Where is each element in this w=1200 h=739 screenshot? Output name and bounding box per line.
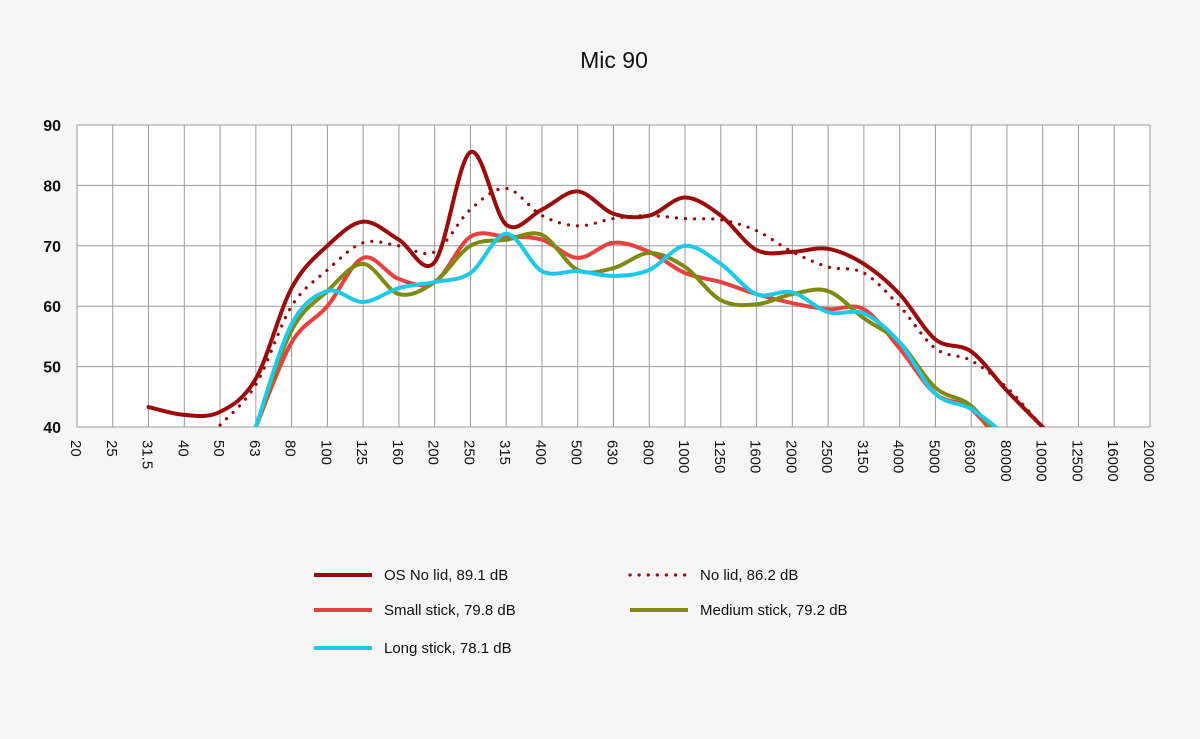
x-tick-label: 10000 [1033, 440, 1050, 482]
y-tick-label: 60 [43, 299, 61, 316]
legend-swatch [314, 646, 372, 650]
series-line-4 [253, 231, 999, 427]
x-tick-label: 200 [425, 440, 442, 465]
x-tick-label: 20000 [1140, 440, 1157, 482]
legend-item: Long stick, 78.1 dB [312, 638, 512, 658]
series-line-0 [146, 150, 1045, 427]
y-tick-label: 40 [43, 420, 61, 437]
y-tick-label: 80 [43, 178, 61, 195]
x-tick-label: 5000 [925, 440, 942, 473]
x-tick-label: 100 [317, 440, 334, 465]
x-tick-label: 3150 [854, 440, 871, 473]
x-tick-label: 80000 [997, 440, 1014, 482]
x-tick-label: 16000 [1104, 440, 1121, 482]
legend-item: Medium stick, 79.2 dB [628, 600, 848, 620]
x-tick-label: 2500 [818, 440, 835, 473]
legend-label: Small stick, 79.8 dB [384, 601, 516, 619]
x-tick-label: 500 [568, 440, 585, 465]
legend-swatch [314, 608, 372, 612]
y-tick-label: 50 [43, 360, 61, 377]
x-tick-label: 20 [67, 440, 84, 457]
x-tick-label: 125 [353, 440, 370, 465]
x-tick-label: 50 [210, 440, 227, 457]
legend-label: OS No lid, 89.1 dB [384, 566, 509, 584]
y-tick-label: 90 [43, 118, 61, 135]
x-tick-label: 6300 [961, 440, 978, 473]
x-tick-label: 2000 [782, 440, 799, 473]
legend-label: Medium stick, 79.2 dB [700, 601, 848, 619]
chart: 20 25 31.5 40 50 63 80 100 125 160 200 250 315 400 500… [43, 118, 1157, 482]
x-tick-label: 400 [532, 440, 549, 465]
legend-item: No lid, 86.2 dB [628, 565, 798, 585]
x-tick-label: 1250 [711, 440, 728, 473]
x-tick-label: 63 [246, 440, 263, 457]
legend-label: Long stick, 78.1 dB [384, 639, 512, 657]
y-tick-label: 70 [43, 239, 61, 256]
x-tick-label: 80 [282, 440, 299, 457]
x-tick-label: 12500 [1068, 440, 1085, 482]
x-tick-label: 250 [460, 440, 477, 465]
chart-title: Mic 90 [580, 47, 648, 73]
legend-label: No lid, 86.2 dB [700, 566, 799, 584]
legend-swatch [628, 573, 690, 577]
legend-item: OS No lid, 89.1 dB [312, 565, 508, 585]
x-tick-label: 4000 [890, 440, 907, 473]
x-tick-label: 315 [496, 440, 513, 465]
legend-item: Small stick, 79.8 dB [312, 600, 516, 620]
legend-swatch [630, 608, 688, 612]
x-tick-label: 1600 [747, 440, 764, 473]
series-line-3 [253, 231, 993, 427]
legend-swatch [314, 573, 372, 577]
x-tick-label: 800 [639, 440, 656, 465]
x-tick-label: 1000 [675, 440, 692, 473]
x-tick-label: 630 [604, 440, 621, 465]
x-tick-label: 160 [389, 440, 406, 465]
x-tick-label: 31.5 [139, 440, 156, 469]
x-tick-label: 25 [103, 440, 120, 457]
x-tick-label: 40 [174, 440, 191, 457]
